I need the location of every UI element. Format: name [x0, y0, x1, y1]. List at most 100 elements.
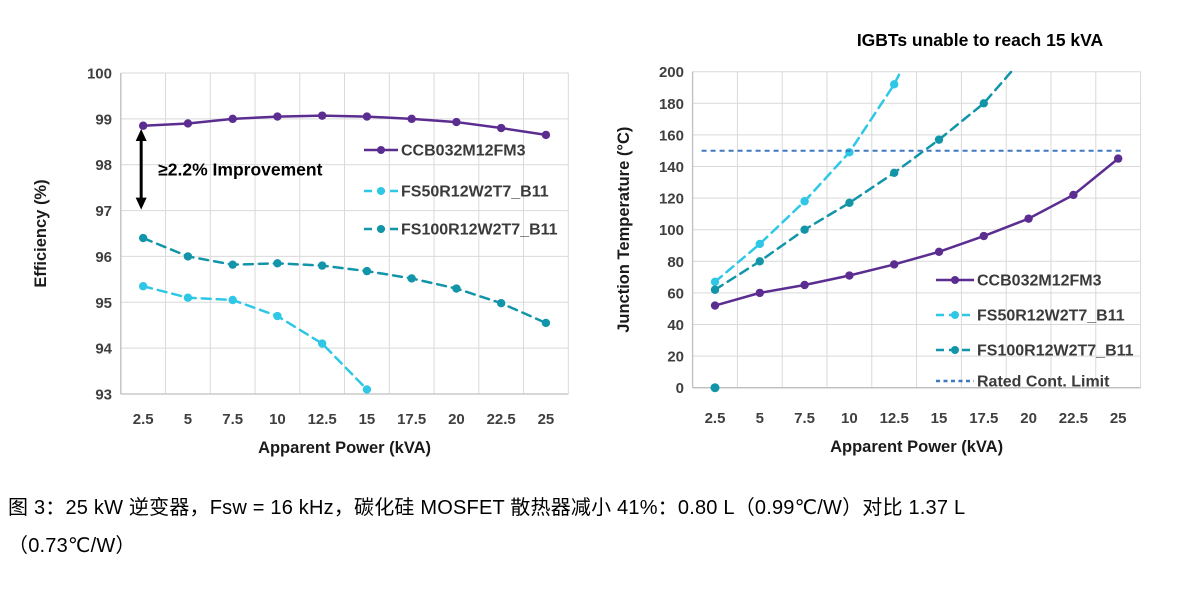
x-tick-label: 22.5 — [487, 411, 516, 428]
series-marker-FS50R12W2T7_B11 — [273, 311, 282, 321]
legend-label: FS50R12W2T7_B11 — [977, 308, 1125, 325]
legend-sample-marker — [377, 187, 385, 195]
x-tick-label: 17.5 — [397, 411, 426, 428]
x-tick-label: 2.5 — [133, 411, 154, 428]
series-marker-FS100R12W2T7_B11 — [317, 261, 327, 270]
legend-item-FS50R12W2T7_B11: FS50R12W2T7_B11 — [936, 308, 1125, 325]
series-marker-FS100R12W2T7_B11 — [273, 259, 282, 268]
series-line-CCB032M12FM3 — [141, 114, 548, 137]
series-marker-CCB032M12FM3 — [890, 260, 899, 269]
legend-sample-marker — [377, 146, 385, 154]
series-layer — [710, 70, 1123, 310]
series-marker-CCB032M12FM3 — [755, 288, 764, 298]
series-marker-FS100R12W2T7_B11 — [362, 266, 372, 276]
series-marker-FS100R12W2T7_B11 — [407, 274, 416, 283]
x-tick-label: 5 — [756, 410, 764, 427]
series-marker-FS100R12W2T7_B11 — [710, 285, 720, 294]
series-marker-FS100R12W2T7_B11 — [138, 233, 148, 243]
series-marker-CCB032M12FM3 — [800, 280, 809, 290]
series-marker-CCB032M12FM3 — [273, 112, 282, 121]
legend-label: FS100R12W2T7_B11 — [977, 343, 1134, 360]
series-marker-CCB032M12FM3 — [934, 247, 944, 257]
series-marker-FS100R12W2T7_B11 — [755, 257, 764, 266]
series-marker-FS50R12W2T7_B11 — [362, 385, 372, 394]
series-marker-CCB032M12FM3 — [979, 231, 988, 241]
y-tick-label: 100 — [87, 66, 112, 83]
series-marker-FS50R12W2T7_B11 — [800, 197, 809, 206]
y-axis-title: Efficiency (%) — [32, 179, 50, 287]
annotation-arrow-head-down — [135, 197, 147, 210]
x-tick-label: 25 — [1110, 410, 1127, 427]
legend-item-FS100R12W2T7_B11: FS100R12W2T7_B11 — [364, 222, 558, 239]
legend-item-CCB032M12FM3: CCB032M12FM3 — [364, 143, 526, 160]
x-tick-label: 5 — [184, 411, 192, 428]
x-tick-label: 12.5 — [880, 410, 909, 427]
series-marker-CCB032M12FM3 — [138, 121, 148, 130]
legend-sample-marker — [951, 346, 959, 354]
series-marker-FS100R12W2T7_B11 — [452, 284, 461, 293]
series-line-FS50R12W2T7_B11 — [713, 70, 903, 284]
x-tick-label: 20 — [1020, 410, 1037, 427]
series-marker-CCB032M12FM3 — [541, 130, 551, 140]
series-line-FS50R12W2T7_B11 — [141, 284, 369, 391]
x-tick-label: 10 — [269, 411, 286, 428]
legend-item-CCB032M12FM3: CCB032M12FM3 — [936, 273, 1102, 290]
y-axis-title: Junction Temperature (°C) — [615, 127, 633, 333]
series-marker-CCB032M12FM3 — [845, 271, 854, 280]
caption-line-2: （0.73℃/W） — [8, 535, 136, 557]
series-marker-FS100R12W2T7_B11 — [228, 260, 237, 269]
y-tick-label: 180 — [659, 96, 684, 113]
series-marker-FS100R12W2T7_B11 — [934, 135, 944, 144]
y-tick-label: 94 — [95, 341, 112, 358]
series-marker-CCB032M12FM3 — [1024, 214, 1033, 223]
y-tick-label: 97 — [95, 203, 112, 220]
caption-line-1: 图 3：25 kW 逆变器，Fsw = 16 kHz，碳化硅 MOSFET 散热… — [8, 497, 966, 519]
x-tick-label: 2.5 — [705, 410, 726, 427]
y-tick-label: 95 — [95, 295, 112, 312]
y-tick-label: 93 — [95, 387, 112, 404]
x-tick-label: 15 — [359, 411, 376, 428]
y-tick-label: 160 — [659, 127, 684, 144]
improvement-annotation: ≥2.2% Improvement — [135, 128, 323, 210]
y-tick-label: 40 — [667, 317, 684, 334]
x-tick-label: 7.5 — [222, 411, 243, 428]
y-tick-label: 99 — [95, 111, 112, 128]
x-tick-label: 7.5 — [794, 410, 815, 427]
annotation-text: ≥2.2% Improvement — [158, 159, 322, 179]
series-marker-CCB032M12FM3 — [183, 119, 193, 128]
y-tick-label: 98 — [95, 157, 112, 174]
series-marker-FS50R12W2T7_B11 — [228, 295, 237, 305]
y-tick-label: 96 — [95, 249, 112, 266]
annotation-arrow-head-up — [135, 128, 147, 141]
series-marker-FS50R12W2T7_B11 — [317, 339, 327, 348]
legend-item-FS100R12W2T7_B11: FS100R12W2T7_B11 — [936, 343, 1134, 360]
chart-1: 0 20 40 60 80 100 120 140 160 180 200 2.5 5 7.5 10 12.5… — [615, 30, 1142, 456]
x-tick-label: 20 — [448, 411, 465, 428]
series-marker-FS50R12W2T7_B11 — [890, 80, 899, 89]
legend-label: CCB032M12FM3 — [401, 143, 526, 160]
series-layer — [138, 111, 551, 394]
series-marker-CCB032M12FM3 — [362, 112, 372, 121]
x-axis-title: Apparent Power (kVA) — [258, 439, 431, 457]
series-marker-CCB032M12FM3 — [228, 114, 237, 124]
y-tick-label: 200 — [659, 64, 684, 81]
legend-label: FS100R12W2T7_B11 — [401, 222, 558, 239]
y-tick-label: 100 — [659, 222, 684, 239]
x-axis-title: Apparent Power (kVA) — [830, 438, 1003, 456]
legend-sample-marker — [377, 225, 385, 233]
legend-label: CCB032M12FM3 — [977, 273, 1102, 290]
y-tick-label: 80 — [667, 254, 684, 271]
series-marker-FS50R12W2T7_B11 — [755, 239, 764, 249]
x-tick-label: 25 — [538, 411, 555, 428]
x-tick-label: 22.5 — [1059, 410, 1088, 427]
series-marker-CCB032M12FM3 — [1069, 190, 1078, 200]
chart-title: IGBTs unable to reach 15 kVA — [857, 30, 1104, 50]
x-tick-label: 12.5 — [308, 411, 337, 428]
series-marker-FS100R12W2T7_B11 — [183, 252, 193, 261]
legend-label: Rated Cont. Limit — [977, 374, 1110, 391]
legend-item-Rated Cont. Limit: Rated Cont. Limit — [936, 374, 1110, 391]
series-marker-CCB032M12FM3 — [1114, 154, 1123, 163]
series-marker-FS100R12W2T7_B11 — [845, 198, 854, 208]
series-marker-FS50R12W2T7_B11 — [183, 293, 193, 302]
legend-sample-marker — [951, 311, 959, 319]
